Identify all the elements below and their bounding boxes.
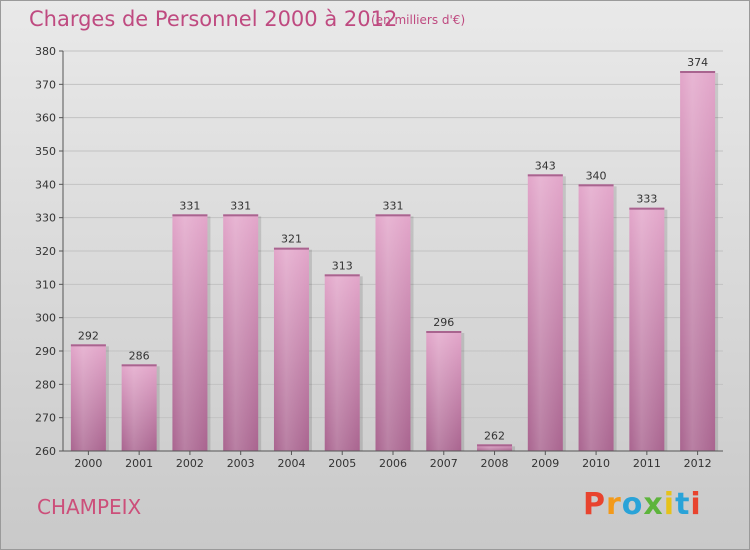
data-label: 292: [78, 329, 99, 342]
bar-highlight: [680, 71, 716, 451]
x-tick-label: 2000: [74, 457, 102, 470]
commune-name: CHAMPEIX: [37, 495, 142, 519]
chart-subtitle: (en milliers d'€): [371, 13, 466, 27]
logo-letter: o: [621, 487, 644, 522]
bar-highlight: [324, 274, 360, 451]
y-tick-label: 310: [35, 278, 56, 291]
bar-top-edge: [477, 444, 513, 447]
y-tick-label: 370: [35, 78, 56, 91]
proxiti-logo: Proxiti: [583, 487, 702, 522]
y-tick-label: 280: [35, 378, 56, 391]
data-label: 331: [230, 199, 251, 212]
x-tick-label: 2005: [328, 457, 356, 470]
bar-top-edge: [223, 214, 259, 217]
data-label: 331: [383, 199, 404, 212]
data-label: 321: [281, 233, 302, 246]
bar-highlight: [70, 344, 106, 451]
bar-highlight: [375, 214, 411, 451]
data-label: 286: [129, 349, 150, 362]
y-tick-label: 290: [35, 345, 56, 358]
bar-highlight: [477, 444, 513, 451]
y-tick-label: 350: [35, 145, 56, 158]
logo-letter: i: [690, 487, 702, 522]
bar-highlight: [223, 214, 259, 451]
y-tick-label: 340: [35, 178, 56, 191]
logo-letter: x: [643, 487, 664, 522]
x-tick-label: 2012: [684, 457, 712, 470]
bars: 292 286 331 331 321 313 331 296 262 343 340 333 374: [70, 56, 719, 452]
bar-top-edge: [70, 344, 106, 347]
data-label: 333: [636, 193, 657, 206]
bar-highlight: [426, 331, 462, 451]
bar-top-edge: [121, 364, 157, 367]
bar-highlight: [527, 174, 563, 452]
chart-title: Charges de Personnel 2000 à 2012: [29, 7, 398, 31]
bar-highlight: [172, 214, 208, 451]
logo-letter: i: [663, 487, 676, 522]
bar-top-edge: [375, 214, 411, 217]
bar-top-edge: [324, 274, 360, 277]
axes: 260 270 280 290 300 310 320 330 340 350 360 370 380 2…: [35, 45, 723, 470]
x-tick-label: 2011: [633, 457, 661, 470]
bar-top-edge: [680, 71, 716, 73]
x-tick-label: 2002: [176, 457, 204, 470]
y-tick-label: 260: [35, 445, 56, 458]
x-tick-label: 2009: [531, 457, 559, 470]
x-tick-label: 2010: [582, 457, 610, 470]
y-tick-label: 300: [35, 312, 56, 325]
data-label: 340: [586, 169, 607, 182]
logo-letter: r: [606, 487, 622, 522]
y-tick-label: 320: [35, 245, 56, 258]
data-label: 374: [687, 56, 708, 69]
data-label: 296: [433, 316, 454, 329]
x-tick-label: 2003: [227, 457, 255, 470]
bar-top-edge: [578, 184, 614, 187]
bar-top-edge: [629, 207, 665, 210]
y-tick-label: 360: [35, 112, 56, 125]
y-tick-label: 380: [35, 45, 56, 58]
y-tick-label: 270: [35, 412, 56, 425]
data-label: 313: [332, 259, 353, 272]
x-tick-label: 2001: [125, 457, 153, 470]
data-label: 343: [535, 159, 556, 172]
x-tick-label: 2008: [481, 457, 509, 470]
data-label: 262: [484, 429, 505, 442]
bar-top-edge: [172, 214, 208, 217]
bar-highlight: [273, 247, 309, 451]
bar-top-edge: [273, 247, 309, 250]
logo-letter: P: [583, 487, 606, 522]
x-tick-label: 2004: [277, 457, 305, 470]
x-tick-label: 2006: [379, 457, 407, 470]
y-tick-label: 330: [35, 212, 56, 225]
bar-highlight: [629, 207, 665, 451]
bar-top-edge: [527, 174, 563, 177]
bar-highlight: [121, 364, 157, 451]
bar-top-edge: [426, 331, 462, 333]
bar-highlight: [578, 184, 614, 452]
data-label: 331: [179, 199, 200, 212]
logo-letter: t: [675, 487, 691, 522]
x-tick-label: 2007: [430, 457, 458, 470]
